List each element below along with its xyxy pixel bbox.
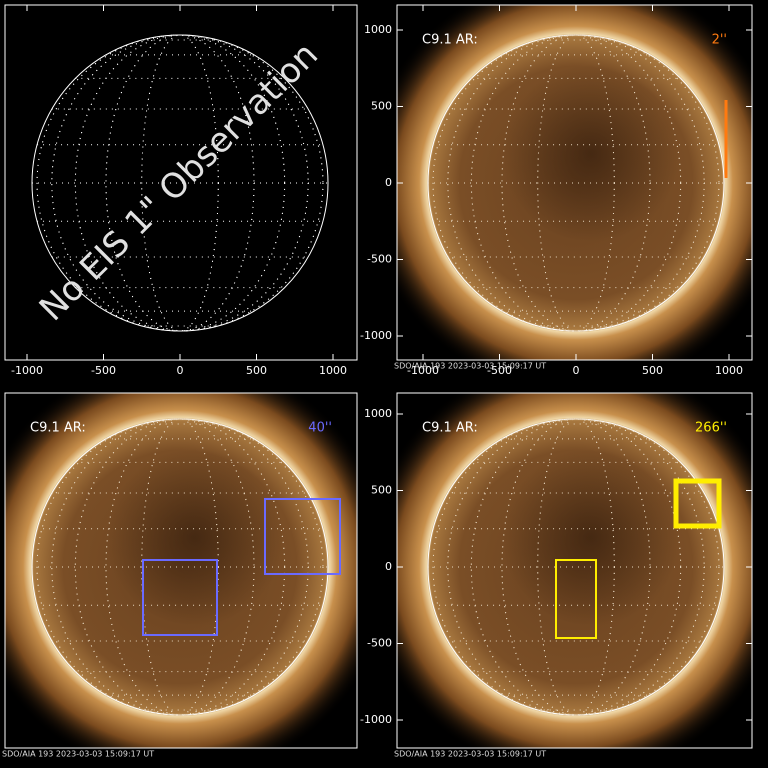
longitude-line <box>51 34 309 332</box>
ar-label: C9.1 AR: <box>422 421 478 436</box>
footer: SDO/AIA 193 2023-03-03 15:09:17 UT <box>394 362 546 371</box>
longitude-line <box>537 418 615 716</box>
longitude-line <box>537 34 615 332</box>
y-tick-label: -1000 <box>360 329 392 342</box>
y-tick-label: 0 <box>385 176 392 189</box>
x-tick-label: -500 <box>487 364 512 377</box>
panel-body <box>5 393 357 748</box>
ar-label: C9.1 AR: <box>422 33 478 48</box>
panel-body <box>397 393 752 748</box>
footer: SDO/AIA 193 2023-03-03 15:09:17 UT <box>394 750 546 759</box>
x-tick-label: -1000 <box>11 364 43 377</box>
fov-box <box>555 559 597 639</box>
panel: 1000 500 0 -500 -1000 C9.1 AR: 266'' SDO/AIA 19… <box>360 392 753 759</box>
x-tick-label: 500 <box>246 364 267 377</box>
x-tick-label: 0 <box>177 364 184 377</box>
footer: SDO/AIA 193 2023-03-03 15:09:17 UT <box>2 750 154 759</box>
panel: C9.1 AR: 40'' SDO/AIA 193 2023-03-03 15:09… <box>2 392 358 759</box>
fov-box <box>264 498 341 575</box>
longitude-line <box>447 34 705 332</box>
x-tick-label: -1000 <box>407 364 439 377</box>
panel: -1000 -500 0 500 1000 No EIS 1" Observation <box>4 4 358 377</box>
size-label: 2'' <box>712 33 727 48</box>
longitude-line <box>105 418 255 716</box>
y-tick-label: 0 <box>385 560 392 573</box>
ar-label: C9.1 AR: <box>30 421 86 436</box>
panel-body <box>31 34 329 332</box>
longitude-line <box>432 418 720 716</box>
fov-box <box>142 559 218 636</box>
longitude-line <box>141 418 219 716</box>
x-tick-label: -500 <box>91 364 116 377</box>
longitude-line <box>141 34 219 332</box>
size-label: 266'' <box>695 421 727 436</box>
overlay-text: No EIS 1" Observation <box>32 35 326 329</box>
longitude-line <box>105 34 255 332</box>
longitude-line <box>470 418 682 716</box>
longitude-line <box>74 418 286 716</box>
panel-body <box>397 5 752 360</box>
x-tick-label: 1000 <box>715 364 743 377</box>
longitude-line <box>36 418 324 716</box>
x-tick-label: 0 <box>573 364 580 377</box>
longitude-line <box>36 34 324 332</box>
fov-box <box>673 478 722 529</box>
panel: -1000 -500 0 500 1000 1000 500 0 -500 -1000 C9.1 A… <box>360 4 753 377</box>
sun-features <box>428 419 724 715</box>
longitude-line <box>501 418 651 716</box>
y-tick-label: 1000 <box>364 407 392 420</box>
y-tick-label: -500 <box>367 253 392 266</box>
longitude-line <box>501 34 651 332</box>
longitude-line <box>432 34 720 332</box>
x-tick-label: 500 <box>642 364 663 377</box>
panel-frame <box>4 4 358 361</box>
longitude-line <box>74 34 286 332</box>
panel-frame <box>4 392 358 749</box>
longitude-line <box>51 418 309 716</box>
x-tick-label: 1000 <box>319 364 347 377</box>
size-label: 40'' <box>308 421 332 436</box>
sun-features <box>32 419 328 715</box>
sun-features <box>428 35 724 331</box>
y-tick-label: 500 <box>371 100 392 113</box>
y-tick-label: 1000 <box>364 23 392 36</box>
y-tick-label: 500 <box>371 484 392 497</box>
y-tick-label: -500 <box>367 637 392 650</box>
panel-frame <box>396 392 753 749</box>
longitude-line <box>470 34 682 332</box>
longitude-line <box>447 418 705 716</box>
y-tick-label: -1000 <box>360 713 392 726</box>
